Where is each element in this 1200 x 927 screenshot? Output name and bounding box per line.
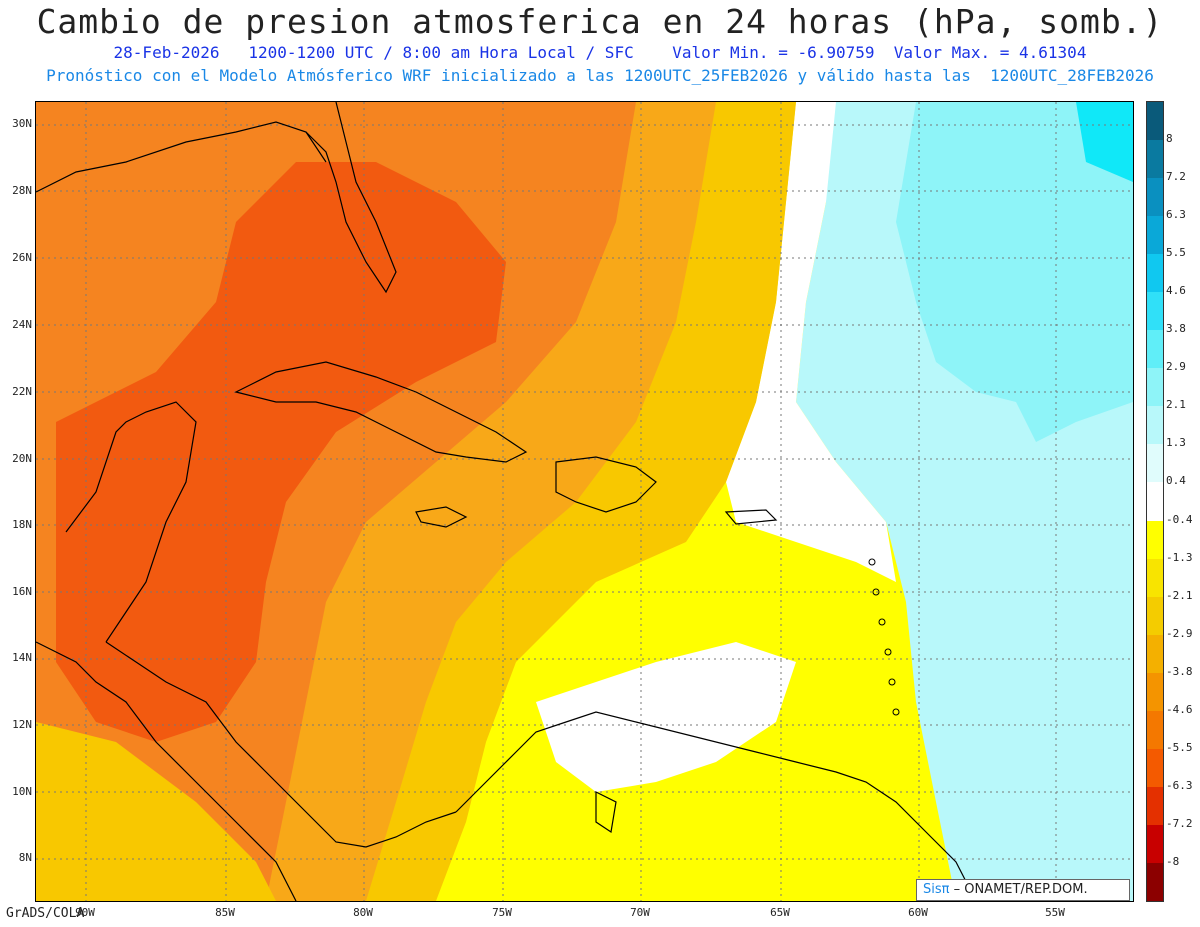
lat-label-28n: 28N [12,184,32,197]
colorbar-label: -6.3 [1166,778,1193,792]
lat-label-26n: 26N [12,251,32,264]
colorbar-segment [1147,558,1163,598]
central-america [105,641,457,848]
colorbar-segment [1147,520,1163,560]
map-title: Cambio de presion atmosferica en 24 hora… [36,2,1164,41]
colorbar-label: 0.4 [1166,474,1186,488]
colorbar-label: 2.1 [1166,398,1186,412]
cuba [234,361,528,463]
lat-label-20n: 20N [12,452,32,465]
colorbar-segment [1147,634,1163,674]
lat-label-24n: 24N [12,318,32,331]
cyan-core [1076,102,1133,182]
colorbar-segment [1147,102,1163,141]
forecast-valid-line: 28-Feb-2026 1200-1200 UTC / 8:00 am Hora… [113,43,1087,62]
colorbar-segment [1147,862,1163,902]
colorbar-label: 5.5 [1166,246,1186,260]
colorbar-label: -8 [1166,854,1180,868]
lon-label-60w: 60W [908,906,928,919]
central-america-west [36,641,297,901]
colorbar-label: -7.2 [1166,816,1193,830]
onamet-logo: Sisπ – ONAMET/REP.DOM. [916,879,1130,901]
lat-label-8n: 8N [18,851,32,864]
hispaniola [555,456,657,513]
logo-brand: Sisπ [923,882,950,897]
lat-label-30n: 30N [12,117,32,130]
colorbar-segment [1147,672,1163,712]
colorbar-label: -2.9 [1166,626,1193,640]
colorbar-label: -1.3 [1166,550,1193,564]
colorbar-segment [1147,482,1163,522]
south-america-coast [455,711,977,901]
colorbar-segment [1147,292,1163,331]
colorbar-label: 8 [1166,132,1173,146]
white-patch-sw [536,642,796,792]
colorbar-segment [1147,330,1163,369]
yucatan-mexico [65,401,197,643]
lat-label-18n: 18N [12,518,32,531]
lon-label-65w: 65W [770,906,790,919]
lon-label-80w: 80W [353,906,373,919]
map-canvas [36,102,1133,901]
lat-label-12n: 12N [12,718,32,731]
lon-label-55w: 55W [1045,906,1065,919]
colorbar-label: -4.6 [1166,702,1193,716]
colorbar-segment [1147,254,1163,293]
colorbar-label: 6.3 [1166,208,1186,222]
colorbar-segment [1147,596,1163,636]
lesser-antilles [868,558,900,716]
colorbar-label: -2.1 [1166,588,1193,602]
colorbar-segment [1147,406,1163,445]
lon-label-70w: 70W [630,906,650,919]
colorbar-segment [1147,216,1163,255]
colorbar-label: 2.9 [1166,360,1186,374]
colorbar [1146,101,1164,902]
lon-label-75w: 75W [492,906,512,919]
lat-label-16n: 16N [12,585,32,598]
lake-maracaibo [595,791,617,834]
white-band [726,102,896,582]
colorbar-label: 1.3 [1166,436,1186,450]
lat-label-14n: 14N [12,651,32,664]
colorbar-segment [1147,178,1163,217]
lat-label-10n: 10N [12,785,32,798]
colorbar-segment [1147,368,1163,407]
logo-text: – ONAMET/REP.DOM. [949,882,1088,897]
grid-lines [36,102,1133,901]
colorbar-label: -5.5 [1166,740,1193,754]
deep-orange-region [56,162,506,742]
lon-label-90w: 90W [75,906,95,919]
coastlines [36,102,977,901]
colorbar-segment [1147,444,1163,483]
cyan-region-northeast [896,102,1133,442]
colorbar-segment [1147,786,1163,826]
colorbar-segment [1147,710,1163,750]
colorbar-label: -0.4 [1166,512,1193,526]
jamaica [415,506,468,528]
colorbar-label: 7.2 [1166,170,1186,184]
colorbar-segment [1147,824,1163,864]
yellow-lower-left [36,722,276,901]
colorbar-label: 3.8 [1166,322,1186,336]
grads-credit: GrADS/COLA [6,906,85,921]
colorbar-segment [1147,140,1163,179]
pressure-change-map [35,101,1134,902]
colorbar-segment [1147,748,1163,788]
florida-peninsula [305,102,397,294]
us-gulf-coast [36,121,327,193]
puerto-rico [724,509,778,525]
colorbar-label: 4.6 [1166,284,1186,298]
colorbar-label: -3.8 [1166,664,1193,678]
lat-label-22n: 22N [12,385,32,398]
lon-label-85w: 85W [215,906,235,919]
model-init-line: Pronóstico con el Modelo Atmósferico WRF… [46,66,1154,85]
